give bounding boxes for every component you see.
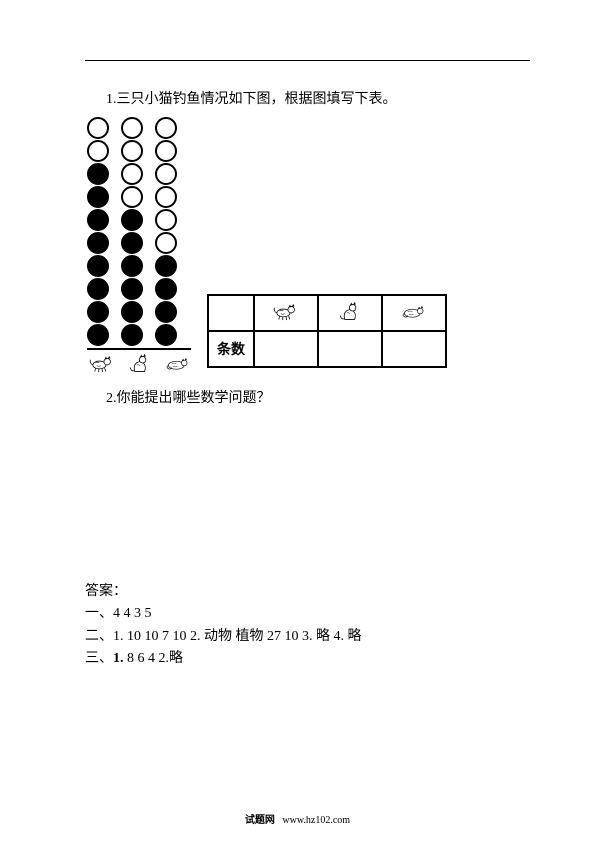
answers-line-2: 二、1. 10 10 7 10 2. 动物 植物 27 10 3. 略 4. 略 [85, 626, 530, 648]
empty-dot-icon [155, 186, 177, 208]
filled-dot-icon [155, 324, 177, 346]
filled-dot-icon [155, 255, 177, 277]
answers-line-1: 一、4 4 3 5 [85, 603, 530, 625]
answers-line-3: 三、1. 8 6 4 2.略 [85, 648, 530, 670]
cat-walking-icon [89, 352, 115, 374]
filled-dot-icon [87, 232, 109, 254]
pictograph-column [155, 117, 177, 346]
answers-line-3-rest: 8 6 4 2.略 [124, 651, 184, 666]
empty-dot-icon [121, 186, 143, 208]
filled-dot-icon [155, 278, 177, 300]
empty-dot-icon [121, 163, 143, 185]
filled-dot-icon [87, 209, 109, 231]
empty-dot-icon [155, 140, 177, 162]
filled-dot-icon [121, 301, 143, 323]
empty-dot-icon [155, 209, 177, 231]
filled-dot-icon [121, 209, 143, 231]
table-data-cell [382, 331, 446, 367]
pictograph-cat-row [89, 352, 191, 374]
footer-url: www.hz102.com [282, 815, 350, 826]
empty-dot-icon [155, 117, 177, 139]
table-header-cell [318, 295, 382, 331]
filled-dot-icon [87, 255, 109, 277]
answers-line-3-boldnum: 1. [113, 651, 124, 666]
filled-dot-icon [87, 278, 109, 300]
pictograph-chart [87, 117, 191, 350]
answers-heading: 答案： [85, 581, 530, 603]
empty-dot-icon [121, 140, 143, 162]
pictograph-column [87, 117, 109, 346]
table-data-cell [318, 331, 382, 367]
filled-dot-icon [121, 232, 143, 254]
answers-line-3-prefix: 三、 [85, 651, 113, 666]
filled-dot-icon [121, 324, 143, 346]
table-header-cell [254, 295, 318, 331]
question-2-text: 2.你能提出哪些数学问题？ [85, 388, 530, 410]
empty-dot-icon [87, 140, 109, 162]
table-row [208, 295, 446, 331]
table-data-cell [254, 331, 318, 367]
answers-block: 答案： 一、4 4 3 5 二、1. 10 10 7 10 2. 动物 植物 2… [85, 581, 530, 671]
table-corner-cell [208, 295, 254, 331]
footer-site-label: 试题网 [245, 815, 275, 826]
empty-dot-icon [121, 117, 143, 139]
filled-dot-icon [87, 324, 109, 346]
filled-dot-icon [87, 301, 109, 323]
empty-dot-icon [155, 163, 177, 185]
cat-lying-icon [165, 352, 191, 374]
page-content: 1.三只小猫钓鱼情况如下图，根据图填写下表。 [0, 0, 595, 690]
filled-dot-icon [121, 255, 143, 277]
question-1-body: 条数 [87, 117, 530, 374]
pictograph-column [121, 117, 143, 346]
pictograph-block [87, 117, 191, 374]
empty-dot-icon [87, 117, 109, 139]
table-row: 条数 [208, 331, 446, 367]
top-rule [85, 60, 530, 61]
empty-dot-icon [155, 232, 177, 254]
filled-dot-icon [87, 186, 109, 208]
filled-dot-icon [121, 278, 143, 300]
cat-sitting-icon [127, 352, 153, 374]
answer-table-block: 条数 [207, 294, 447, 368]
footer: 试题网 www.hz102.com [0, 811, 595, 826]
question-1-text: 1.三只小猫钓鱼情况如下图，根据图填写下表。 [85, 89, 530, 111]
filled-dot-icon [155, 301, 177, 323]
table-header-cell [382, 295, 446, 331]
filled-dot-icon [87, 163, 109, 185]
table-row-label: 条数 [208, 331, 254, 367]
answer-table: 条数 [207, 294, 447, 368]
